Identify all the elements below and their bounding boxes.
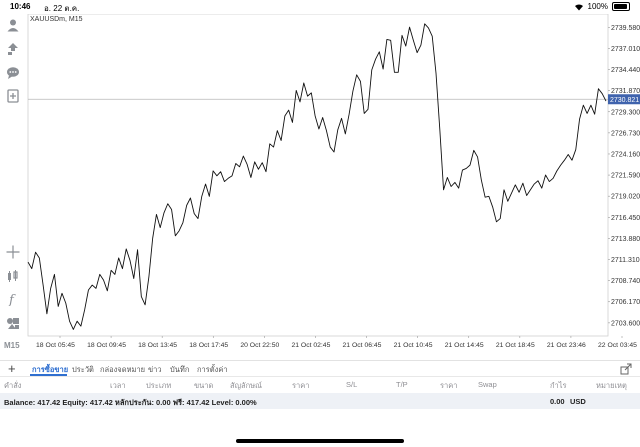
left-toolbar: f M15 [0, 14, 26, 356]
price-tick-label: 2734.440 [611, 67, 640, 74]
col-profit: กำไร [550, 381, 567, 390]
tab-journal[interactable]: บันทึก [170, 365, 190, 374]
tab-trade[interactable]: การซื้อขาย [32, 365, 69, 374]
current-price-tag [608, 94, 640, 105]
price-tick-label: 2713.880 [611, 236, 640, 243]
status-right: 100% [574, 2, 630, 11]
chat-button[interactable] [5, 65, 21, 81]
price-tick-label: 2729.300 [611, 109, 640, 116]
balance-row: Balance: 417.42 Equity: 417.42 หลักประกั… [0, 393, 640, 409]
time-tick-label: 21 Oct 23:46 [547, 342, 586, 349]
home-indicator [236, 439, 404, 443]
indicators-button[interactable] [5, 268, 21, 284]
col-comment: หมายเหตุ [596, 381, 627, 390]
price-tick-label: 2716.450 [611, 215, 640, 222]
crosshair-icon [6, 245, 20, 259]
time-tick-label: 21 Oct 18:45 [496, 342, 535, 349]
current-price-label: 2730.821 [610, 97, 639, 104]
export-icon[interactable] [620, 363, 632, 375]
price-tick-label: 2724.160 [611, 151, 640, 158]
indicators-icon [8, 270, 18, 282]
status-time: 10:46 [10, 2, 31, 11]
function-icon: f [8, 293, 16, 306]
price-tick-label: 2731.870 [611, 88, 640, 95]
time-tick-label: 21 Oct 14:45 [445, 342, 484, 349]
time-tick-label: 21 Oct 02:45 [291, 342, 330, 349]
col-symbol: สัญลักษณ์ [230, 381, 263, 390]
col-type: ประเภท [146, 381, 172, 390]
time-tick-label: 18 Oct 09:45 [87, 342, 126, 349]
status-bar: 10:46 อ. 22 ต.ค. 100% [0, 0, 640, 14]
tab-history[interactable]: ประวัติ [72, 365, 94, 374]
battery-icon [612, 2, 630, 11]
function-button[interactable]: f [5, 291, 21, 307]
price-tick-label: 2719.020 [611, 194, 640, 201]
orders-column-header: คำสั่ง เวลา ประเภท ขนาด สัญลักษณ์ ราคา S… [0, 376, 640, 394]
price-tick-label: 2706.170 [611, 299, 640, 306]
add-button[interactable]: + [8, 361, 16, 376]
price-series-line [27, 23, 607, 330]
balance-summary: Balance: 417.42 Equity: 417.42 หลักประกั… [4, 398, 257, 407]
col-order: คำสั่ง [4, 381, 22, 390]
col-volume: ขนาด [194, 381, 214, 390]
active-tab-indicator [30, 374, 67, 376]
tab-settings[interactable]: การตั้งค่า [197, 365, 228, 374]
time-tick-label: 21 Oct 10:45 [394, 342, 433, 349]
price-tick-label: 2737.010 [611, 46, 640, 53]
wifi-icon [574, 3, 583, 11]
account-icon [7, 19, 19, 32]
time-tick-label: 20 Oct 22:50 [240, 342, 279, 349]
balance-profit: 0.00 [550, 397, 565, 406]
col-current-price: ราคา [440, 381, 458, 390]
time-tick-label: 18 Oct 17:45 [189, 342, 228, 349]
col-price: ราคา [292, 381, 310, 390]
col-swap: Swap [478, 380, 497, 389]
price-tick-label: 2703.600 [611, 320, 640, 327]
time-tick-label: 22 Oct 03:45 [598, 342, 637, 349]
price-tick-label: 2721.590 [611, 173, 640, 180]
price-tick-label: 2739.580 [611, 25, 640, 32]
plot-frame [27, 14, 609, 337]
chat-icon [7, 67, 19, 79]
col-tp: T/P [396, 380, 408, 389]
new-order-button[interactable] [5, 88, 21, 104]
svg-text:f: f [8, 293, 16, 306]
time-tick-label: 18 Oct 05:45 [36, 342, 75, 349]
status-date: อ. 22 ต.ค. [44, 4, 80, 13]
price-tick-label: 2708.740 [611, 278, 640, 285]
battery-percent: 100% [587, 2, 608, 11]
balance-currency: USD [570, 397, 586, 406]
trade-arrows-icon [8, 43, 18, 55]
objects-button[interactable] [5, 315, 21, 331]
price-tick-label: 2711.310 [611, 257, 640, 264]
tab-mailbox[interactable]: กล่องจดหมาย [100, 365, 146, 374]
tab-news[interactable]: ข่าว [148, 365, 162, 374]
new-order-icon [7, 89, 19, 103]
col-sl: S/L [346, 380, 358, 389]
timeframe-button[interactable]: M15 [4, 341, 20, 350]
terminal-tabs: + การซื้อขาย ประวัติ กล่องจดหมาย ข่าว บั… [0, 360, 640, 377]
account-button[interactable] [5, 17, 21, 33]
price-chart[interactable]: 2739.580 2737.010 2734.440 2731.870 2729.300… [26, 14, 640, 360]
time-tick-label: 18 Oct 13:45 [138, 342, 177, 349]
chart-symbol-label: XAUUSDm, M15 [30, 16, 83, 23]
col-time: เวลา [110, 381, 126, 390]
objects-icon [7, 318, 19, 329]
price-tick-label: 2726.730 [611, 130, 640, 137]
time-tick-label: 21 Oct 06:45 [343, 342, 382, 349]
crosshair-button[interactable] [5, 244, 21, 260]
trade-button[interactable] [5, 41, 21, 57]
